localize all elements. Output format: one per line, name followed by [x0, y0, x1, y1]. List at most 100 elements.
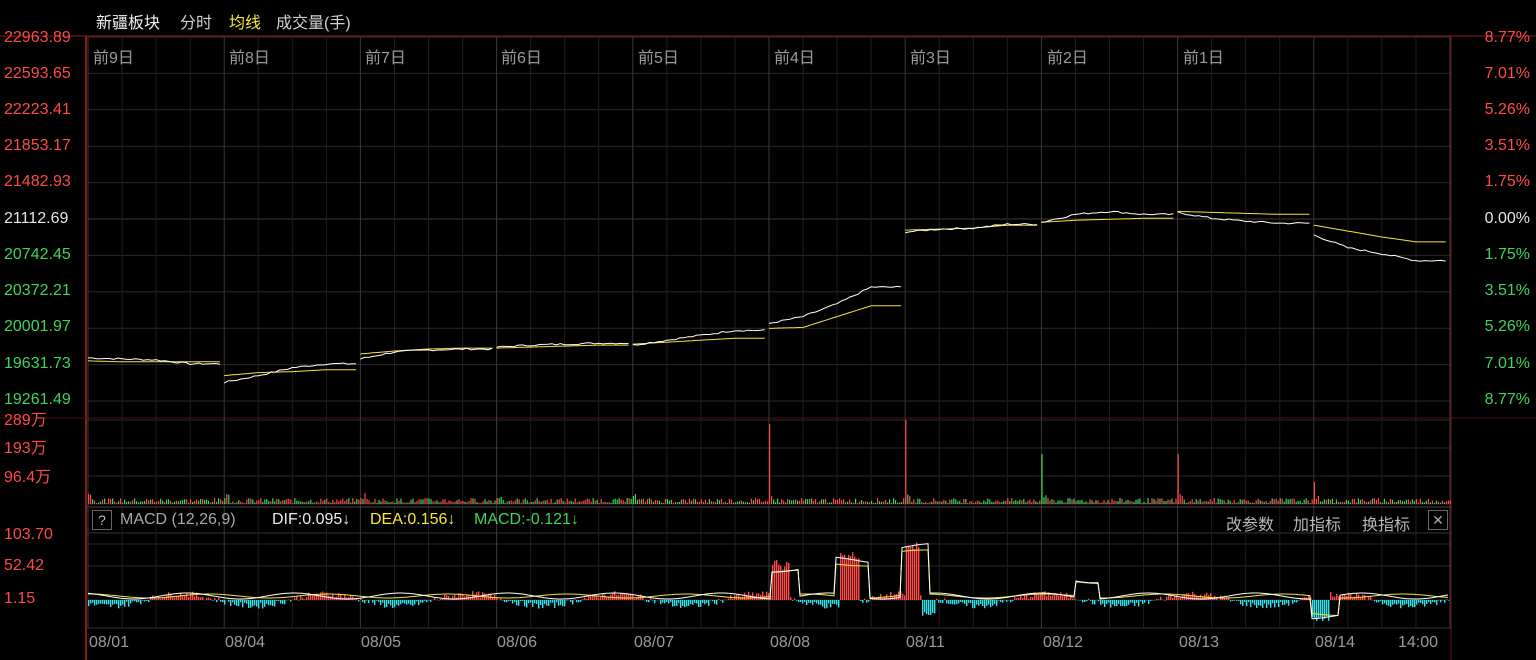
volume-bar [1069, 498, 1071, 504]
volume-bar [130, 501, 132, 504]
volume-bar [1189, 501, 1191, 504]
percent-label-base: 0.00% [1484, 210, 1530, 227]
volume-bar [879, 501, 881, 504]
volume-bar [576, 502, 578, 504]
volume-bar [939, 501, 941, 504]
edit-params-button[interactable]: 改参数 [1226, 517, 1275, 534]
macd-histogram-bar [698, 600, 700, 607]
volume-bar [1385, 501, 1387, 504]
dif-line [87, 543, 1449, 620]
volume-bar [494, 500, 496, 504]
price-line [496, 342, 629, 348]
volume-label: 193万 [4, 440, 47, 457]
volume-bar [476, 502, 478, 504]
volume-bar [734, 502, 736, 504]
volume-bar [1431, 500, 1433, 504]
macd-histogram-bar [826, 600, 828, 609]
volume-bar [1075, 501, 1077, 504]
macd-histogram-bar [538, 600, 540, 609]
macd-histogram-bar [612, 593, 614, 600]
macd-histogram-bar [606, 596, 608, 600]
macd-histogram-bar [716, 600, 718, 605]
volume-bar [670, 500, 672, 504]
close-icon[interactable]: ✕ [1428, 510, 1448, 530]
macd-histogram-bar [196, 592, 198, 600]
volume-bar [534, 500, 536, 504]
volume-bar [642, 498, 644, 504]
volume-bar [610, 502, 612, 504]
volume-bar [1111, 498, 1113, 504]
volume-bar [666, 499, 668, 504]
macd-histogram-bar [258, 600, 260, 609]
volume-bar [452, 502, 454, 504]
volume-bar [154, 501, 156, 504]
volume-bar [1289, 499, 1291, 504]
macd-histogram-bar [556, 600, 558, 603]
tab-volume[interactable]: 成交量(手) [276, 15, 351, 32]
macd-histogram-bar [740, 596, 742, 600]
macd-histogram-bar [1256, 600, 1258, 609]
macd-histogram-bar [246, 600, 248, 604]
volume-bar [1031, 502, 1033, 504]
macd-histogram-bar [1258, 600, 1260, 606]
volume-bar [1043, 497, 1045, 504]
volume-bar [1273, 499, 1275, 504]
macd-histogram-bar [98, 600, 100, 604]
help-button[interactable]: ? [92, 510, 112, 530]
volume-bar [656, 500, 658, 504]
macd-histogram-bar [1156, 598, 1158, 600]
macd-histogram-bar [860, 600, 862, 602]
volume-bar [334, 502, 336, 504]
volume-bar [742, 501, 744, 504]
macd-histogram-bar [1100, 600, 1102, 606]
price-label: 21482.93 [4, 173, 71, 190]
macd-histogram-bar [554, 600, 556, 608]
macd-histogram-bar [430, 600, 432, 602]
volume-bar [588, 499, 590, 504]
macd-histogram-bar [1318, 600, 1320, 618]
macd-histogram-bar [812, 600, 814, 605]
switch-indicator-button[interactable]: 换指标 [1362, 517, 1411, 534]
macd-histogram-bar [96, 600, 98, 605]
macd-histogram-bar [534, 600, 536, 604]
volume-bar [146, 498, 148, 504]
macd-histogram-bar [980, 600, 982, 605]
macd-histogram-bar [124, 600, 126, 607]
price-line [223, 362, 357, 384]
volume-bar [1323, 499, 1325, 504]
volume-bar [1229, 500, 1231, 504]
volume-bar [372, 502, 374, 504]
macd-histogram-bar [844, 554, 846, 600]
volume-bar [254, 502, 256, 504]
volume-bar [1209, 499, 1211, 504]
tab-moving-average[interactable]: 均线 [229, 15, 262, 32]
volume-bar [408, 502, 410, 504]
volume-bar [1311, 499, 1313, 504]
volume-bar [210, 502, 212, 504]
macd-histogram-bar [228, 600, 230, 602]
percent-label: 5.26% [1484, 101, 1530, 118]
macd-histogram-bar [1052, 595, 1054, 600]
volume-bar [186, 499, 188, 504]
volume-bar [94, 500, 96, 504]
macd-histogram-bar [318, 595, 320, 600]
volume-bar [490, 500, 492, 504]
volume-bar [877, 498, 879, 504]
macd-histogram-bar [376, 600, 378, 601]
macd-histogram-bar [914, 549, 916, 600]
add-indicator-button[interactable]: 加指标 [1293, 517, 1342, 534]
volume-bar [1055, 502, 1057, 504]
tab-fenshi[interactable]: 分时 [180, 15, 213, 32]
macd-histogram-bar [1262, 600, 1264, 609]
volume-bar [883, 501, 885, 504]
macd-histogram-bar [440, 598, 442, 600]
volume-bar [678, 502, 680, 504]
macd-histogram-bar [238, 600, 240, 607]
macd-histogram-bar [1386, 600, 1388, 606]
volume-bar [178, 501, 180, 504]
macd-histogram-bar [678, 600, 680, 604]
macd-histogram-bar [1370, 596, 1372, 600]
volume-bar [1119, 498, 1121, 504]
volume-bar [1399, 500, 1401, 504]
